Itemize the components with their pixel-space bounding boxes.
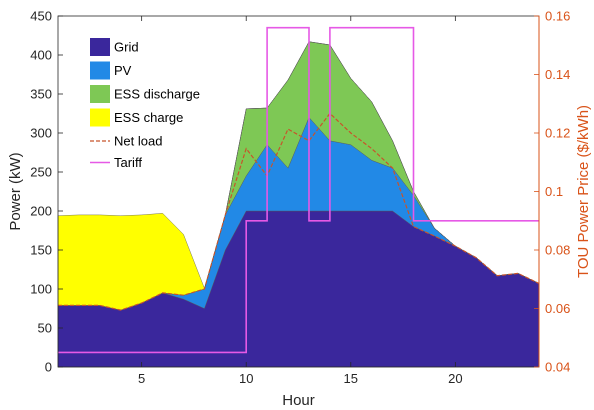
- y-tick-label: 400: [30, 48, 52, 63]
- y2-tick-label: 0.06: [545, 301, 570, 316]
- y-axis-label: Power (kW): [7, 152, 24, 230]
- y-tick-label: 100: [30, 282, 52, 297]
- legend-label-ess-charge: ESS charge: [114, 110, 183, 125]
- y-tick-label: 50: [38, 321, 52, 336]
- x-tick-label: 10: [239, 371, 253, 386]
- legend-label-net-load: Net load: [114, 134, 162, 149]
- y2-axis-label: TOU Power Price ($/kWh): [575, 105, 592, 278]
- y2-tick-label: 0.1: [545, 184, 563, 199]
- line-layer: [58, 26, 540, 354]
- x-tick-label: 15: [344, 371, 358, 386]
- y-tick-label: 150: [30, 243, 52, 258]
- x-tick-label: 5: [138, 371, 145, 386]
- legend-label-tariff: Tariff: [114, 155, 142, 170]
- legend-label-grid: Grid: [114, 40, 139, 55]
- y2-tick-label: 0.08: [545, 243, 570, 258]
- legend-swatch-ess-discharge: [90, 85, 110, 103]
- y-tick-label: 250: [30, 165, 52, 180]
- y-tick-label: 200: [30, 204, 52, 219]
- y-tick-label: 0: [45, 360, 52, 375]
- x-axis-label: Hour: [282, 392, 315, 409]
- axes-layer: 5 10 15 200501001502002503003504004500.040.…: [30, 9, 570, 387]
- y-tick-label: 350: [30, 87, 52, 102]
- y2-tick-label: 0.14: [545, 67, 570, 82]
- tariff-line: [58, 26, 539, 354]
- y2-tick-label: 0.12: [545, 126, 570, 141]
- legend: Grid PV ESS discharge ESS charge Net load Tar…: [90, 38, 200, 170]
- y2-tick-label: 0.16: [545, 9, 570, 24]
- legend-label-ess-discharge: ESS discharge: [114, 87, 200, 102]
- y-tick-label: 450: [30, 9, 52, 24]
- y2-tick-label: 0.04: [545, 360, 570, 375]
- legend-swatch-ess-charge: [90, 108, 110, 127]
- legend-swatch-grid: [90, 38, 110, 56]
- legend-label-pv: PV: [114, 63, 132, 78]
- y-tick-label: 300: [30, 126, 52, 141]
- net-load-line: [58, 112, 540, 311]
- legend-swatch-pv: [90, 61, 110, 80]
- x-tick-label: 20: [448, 371, 462, 386]
